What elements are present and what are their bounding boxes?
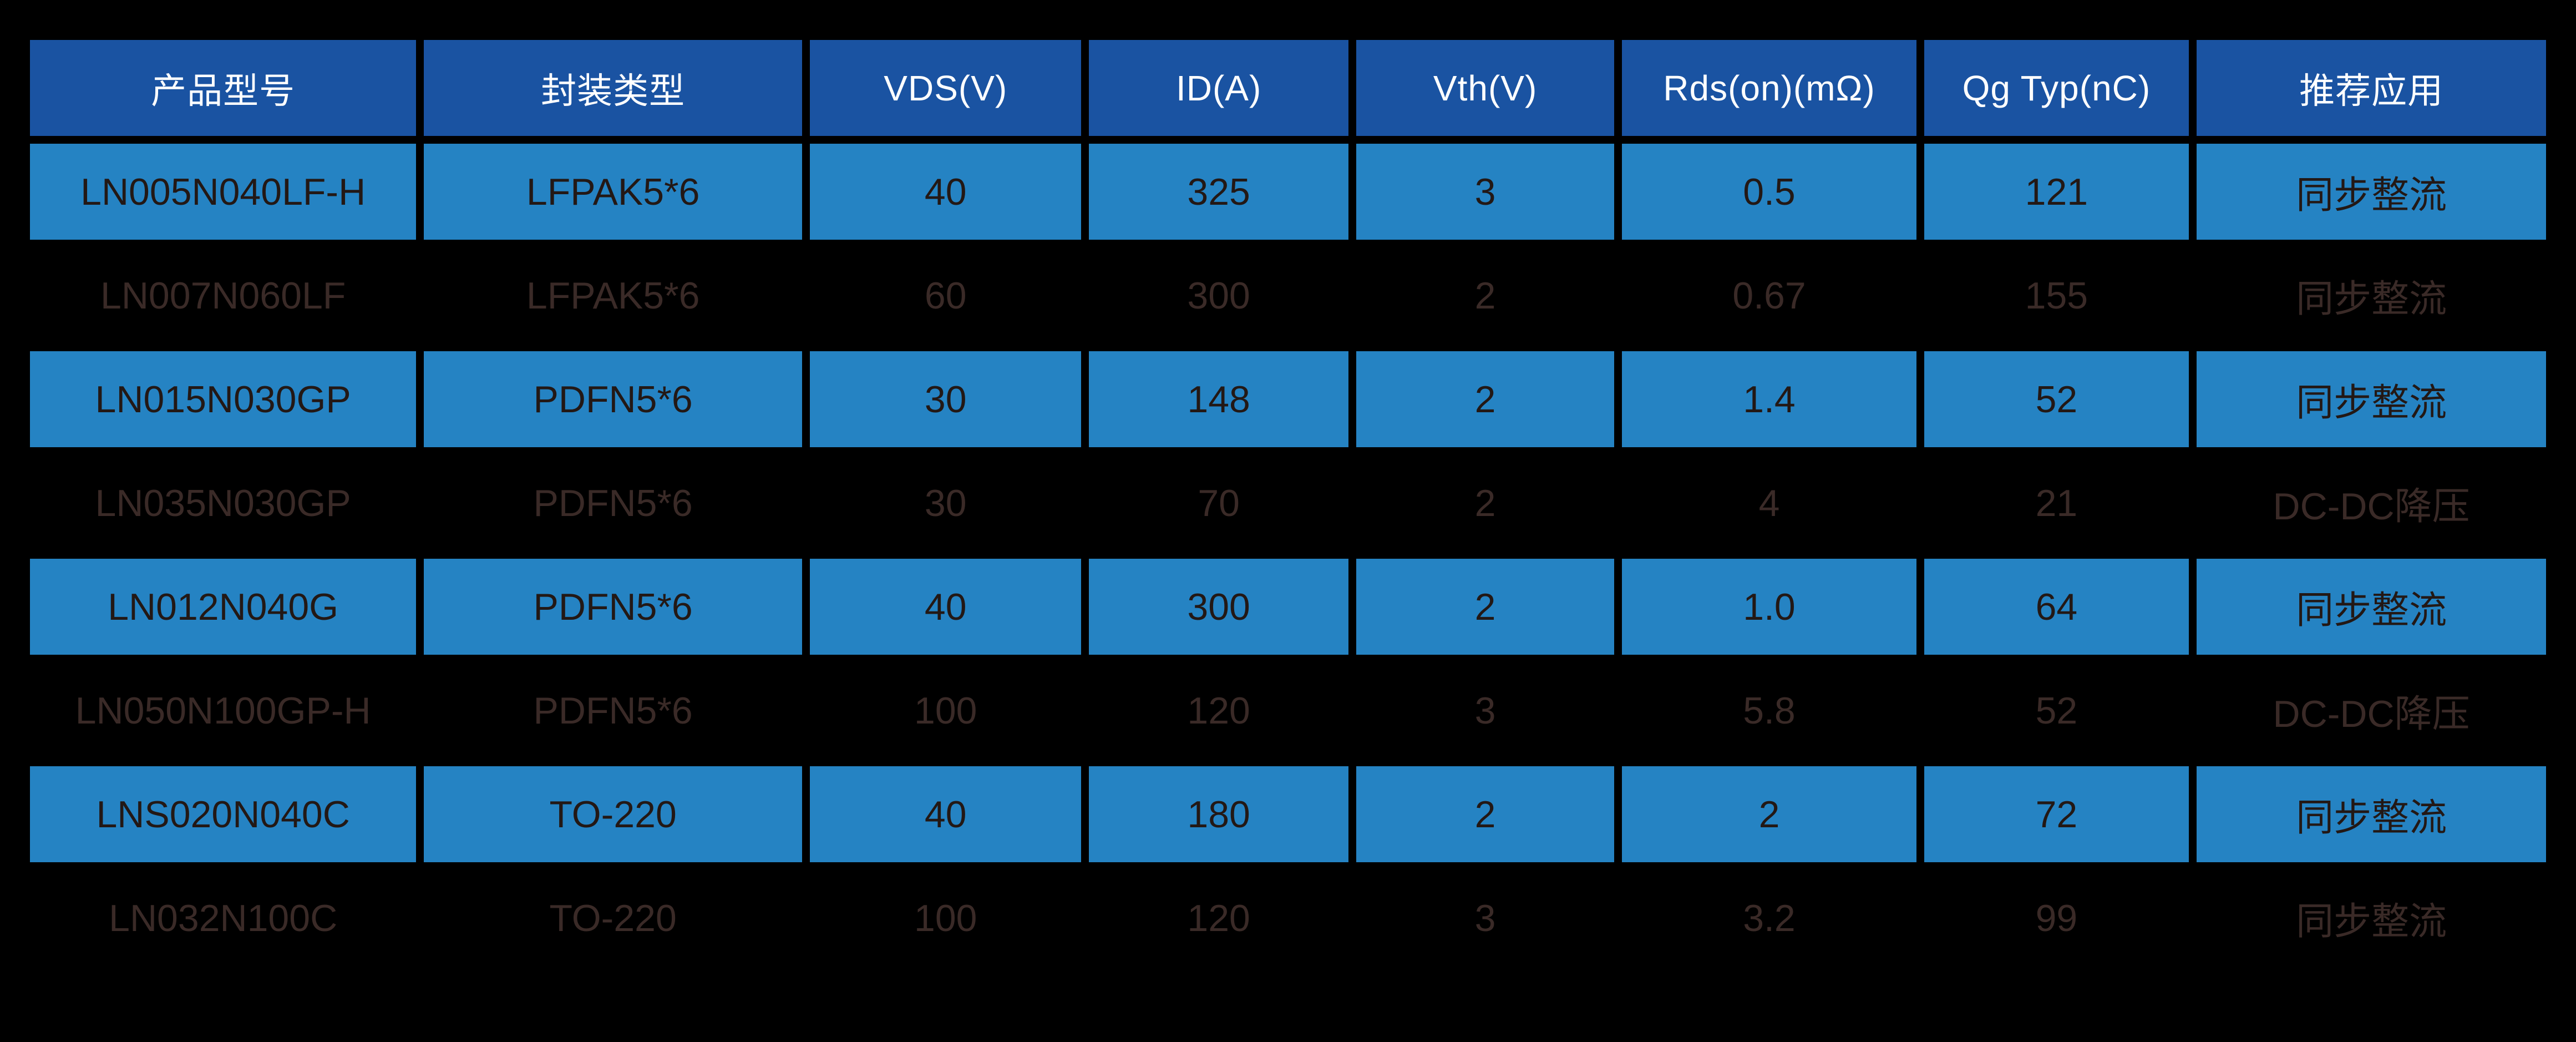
cell-model: LN015N030GP (30, 351, 417, 447)
column-header-vth: Vth(V) (1356, 40, 1615, 136)
column-header-vds: VDS(V) (809, 40, 1082, 136)
cell-application: 同步整流 (2197, 766, 2546, 862)
cell-package: PDFN5*6 (424, 559, 802, 655)
cell-qg: 72 (1924, 766, 2189, 862)
cell-model: LN012N040G (30, 559, 417, 655)
cell-id: 120 (1187, 897, 1250, 939)
table-header-row: 产品型号 封装类型 VDS(V) ID(A) Vth(V) Rds(on)(mΩ… (30, 40, 2546, 136)
cell-vth: 3 (1474, 897, 1496, 939)
cell-package: LFPAK5*6 (424, 144, 802, 240)
cell-package: PDFN5*6 (533, 689, 693, 732)
cell-qg: 52 (1924, 351, 2189, 447)
cell-vds: 40 (809, 144, 1082, 240)
column-header-id: ID(A) (1089, 40, 1348, 136)
cell-application: 同步整流 (2197, 144, 2546, 240)
cell-application: DC-DC降压 (2273, 693, 2470, 735)
table-row: LN050N100GP-H PDFN5*6 100 120 3 5.8 52 D… (30, 662, 2546, 758)
cell-qg: 21 (2035, 482, 2078, 524)
cell-rdson: 1.0 (1622, 559, 1916, 655)
cell-vth: 2 (1474, 274, 1496, 317)
table-row: LN012N040G PDFN5*6 40 300 2 1.0 64 同步整流 (30, 559, 2546, 655)
column-header-application: 推荐应用 (2197, 40, 2546, 136)
cell-model: LN007N060LF (100, 274, 346, 317)
cell-qg: 99 (2035, 897, 2078, 939)
cell-application: 同步整流 (2296, 278, 2447, 320)
table-row: LN032N100C TO-220 100 120 3 3.2 99 同步整流 (30, 870, 2546, 966)
cell-application: 同步整流 (2296, 901, 2447, 943)
cell-model: LNS020N040C (30, 766, 417, 862)
cell-vds: 30 (924, 482, 967, 524)
column-header-qg: Qg Typ(nC) (1924, 40, 2189, 136)
cell-qg: 64 (1924, 559, 2189, 655)
cell-id: 180 (1089, 766, 1348, 862)
cell-id: 300 (1089, 559, 1348, 655)
cell-model: LN032N100C (109, 897, 338, 939)
cell-vds: 60 (924, 274, 967, 317)
cell-application: DC-DC降压 (2273, 485, 2470, 528)
column-header-package: 封装类型 (424, 40, 802, 136)
cell-rdson: 3.2 (1743, 897, 1796, 939)
cell-package: TO-220 (424, 766, 802, 862)
cell-vds: 40 (809, 766, 1082, 862)
cell-rdson: 4 (1758, 482, 1780, 524)
cell-vds: 30 (809, 351, 1082, 447)
cell-vds: 40 (809, 559, 1082, 655)
cell-vth: 2 (1356, 351, 1615, 447)
table-row: LN015N030GP PDFN5*6 30 148 2 1.4 52 同步整流 (30, 351, 2546, 447)
cell-qg: 52 (2035, 689, 2078, 732)
table-row: LN007N060LF LFPAK5*6 60 300 2 0.67 155 同… (30, 247, 2546, 343)
cell-id: 325 (1089, 144, 1348, 240)
table-row: LN005N040LF-H LFPAK5*6 40 325 3 0.5 121 … (30, 144, 2546, 240)
cell-rdson: 2 (1622, 766, 1916, 862)
cell-package: LFPAK5*6 (526, 274, 700, 317)
cell-id: 120 (1187, 689, 1250, 732)
cell-id: 70 (1198, 482, 1240, 524)
cell-package: PDFN5*6 (424, 351, 802, 447)
cell-qg: 155 (2025, 274, 2088, 317)
cell-model: LN035N030GP (95, 482, 351, 524)
cell-vth: 2 (1356, 559, 1615, 655)
cell-vds: 100 (914, 689, 977, 732)
cell-id: 300 (1187, 274, 1250, 317)
cell-qg: 121 (1924, 144, 2189, 240)
column-header-model: 产品型号 (30, 40, 417, 136)
mosfet-spec-table: 产品型号 封装类型 VDS(V) ID(A) Vth(V) Rds(on)(mΩ… (22, 32, 2554, 974)
cell-rdson: 0.5 (1622, 144, 1916, 240)
cell-rdson: 0.67 (1732, 274, 1806, 317)
cell-rdson: 5.8 (1743, 689, 1796, 732)
cell-application: 同步整流 (2197, 351, 2546, 447)
cell-vth: 2 (1356, 766, 1615, 862)
cell-id: 148 (1089, 351, 1348, 447)
cell-vds: 100 (914, 897, 977, 939)
cell-vth: 3 (1356, 144, 1615, 240)
column-header-rdson: Rds(on)(mΩ) (1622, 40, 1916, 136)
table-row: LN035N030GP PDFN5*6 30 70 2 4 21 DC-DC降压 (30, 455, 2546, 551)
cell-package: PDFN5*6 (533, 482, 693, 524)
cell-vth: 2 (1474, 482, 1496, 524)
cell-package: TO-220 (549, 897, 677, 939)
cell-rdson: 1.4 (1622, 351, 1916, 447)
cell-vth: 3 (1474, 689, 1496, 732)
cell-application: 同步整流 (2197, 559, 2546, 655)
table-row: LNS020N040C TO-220 40 180 2 2 72 同步整流 (30, 766, 2546, 862)
cell-model: LN005N040LF-H (30, 144, 417, 240)
cell-model: LN050N100GP-H (75, 689, 371, 732)
